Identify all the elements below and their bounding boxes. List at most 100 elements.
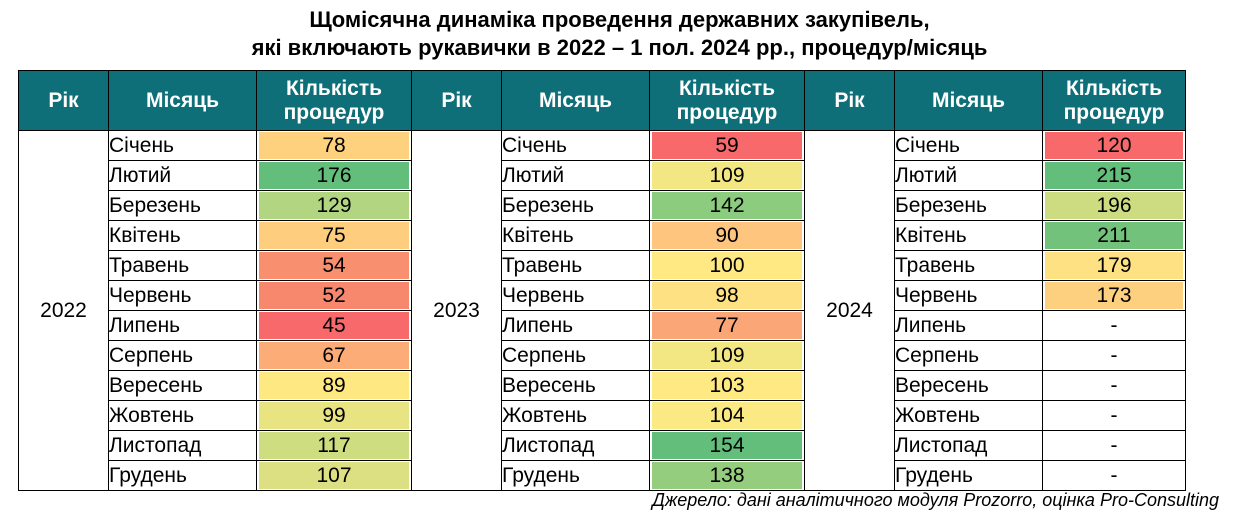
table-row: Вересень 89 Вересень 103 Вересень - xyxy=(19,370,1186,401)
count-cell: 99 xyxy=(256,400,412,431)
count-value: - xyxy=(1110,374,1118,397)
count-cell: - xyxy=(1042,460,1186,491)
count-cell: 77 xyxy=(649,310,805,341)
count-value: 211 xyxy=(1045,222,1183,249)
count-value: 196 xyxy=(1045,192,1183,219)
chart-title: Щомісячна динаміка проведення державних … xyxy=(0,6,1239,62)
table-row: Травень 54 Травень 100 Травень 179 xyxy=(19,250,1186,281)
month-cell: Січень xyxy=(501,130,650,161)
month-cell: Вересень xyxy=(501,370,650,401)
count-value: 52 xyxy=(259,282,409,309)
table-row: Квітень 75 Квітень 90 Квітень 211 xyxy=(19,220,1186,251)
month-cell: Грудень xyxy=(501,460,650,491)
count-value: 77 xyxy=(652,312,802,339)
count-value: 54 xyxy=(259,252,409,279)
count-value: 120 xyxy=(1045,132,1183,159)
count-value: 75 xyxy=(259,222,409,249)
count-value: 109 xyxy=(652,162,802,189)
table-row: Жовтень 99 Жовтень 104 Жовтень - xyxy=(19,400,1186,431)
count-cell: - xyxy=(1042,370,1186,401)
month-cell: Грудень xyxy=(108,460,257,491)
count-cell: 59 xyxy=(649,130,805,161)
month-cell: Червень xyxy=(894,280,1043,311)
count-value: - xyxy=(1110,404,1118,427)
month-cell: Серпень xyxy=(108,340,257,371)
table-row: Грудень 107 Грудень 138 Грудень - xyxy=(19,460,1186,491)
count-cell: 109 xyxy=(649,160,805,191)
table-row: 2022 Січень 78 2023 Січень 59 2024 Січень 120 xyxy=(18,130,1186,491)
month-cell: Квітень xyxy=(108,220,257,251)
month-cell: Лютий xyxy=(108,160,257,191)
count-value: 117 xyxy=(259,432,409,459)
count-value: 98 xyxy=(652,282,802,309)
month-cell: Грудень xyxy=(894,460,1043,491)
count-cell: 78 xyxy=(256,130,412,161)
month-cell: Вересень xyxy=(108,370,257,401)
count-value: 100 xyxy=(652,252,802,279)
count-value: 59 xyxy=(652,132,802,159)
count-value: 154 xyxy=(652,432,802,459)
count-value: 89 xyxy=(259,372,409,399)
table-row: Березень 129 Березень 142 Березень 196 xyxy=(19,190,1186,221)
count-value: - xyxy=(1110,344,1118,367)
month-cell: Жовтень xyxy=(894,400,1043,431)
month-cell: Лютий xyxy=(501,160,650,191)
month-cell: Липень xyxy=(894,310,1043,341)
header-count-2022: Кількість процедур xyxy=(256,70,412,131)
month-cell: Серпень xyxy=(894,340,1043,371)
count-value: 129 xyxy=(259,192,409,219)
table-body: 2022 Січень 78 2023 Січень 59 2024 Січень 120 Лют… xyxy=(18,130,1186,491)
month-cell: Травень xyxy=(501,250,650,281)
month-cell: Травень xyxy=(108,250,257,281)
count-value: - xyxy=(1110,464,1118,487)
source-note: Джерело: дані аналітичного модуля Prozor… xyxy=(652,490,1219,510)
table-row: Серпень 67 Серпень 109 Серпень - xyxy=(19,340,1186,371)
count-cell: - xyxy=(1042,340,1186,371)
count-value: - xyxy=(1110,434,1118,457)
title-line-2: які включають рукавички в 2022 – 1 пол. … xyxy=(251,35,988,60)
title-line-1: Щомісячна динаміка проведення державних … xyxy=(309,7,930,32)
year-cell: 2023 xyxy=(411,130,502,491)
count-cell: 129 xyxy=(256,190,412,221)
month-cell: Серпень xyxy=(501,340,650,371)
header-year-2022: Рік xyxy=(18,70,109,131)
count-cell: 107 xyxy=(256,460,412,491)
count-cell: 142 xyxy=(649,190,805,221)
count-value: 45 xyxy=(259,312,409,339)
month-cell: Жовтень xyxy=(501,400,650,431)
count-value: 109 xyxy=(652,342,802,369)
header-count-2023: Кількість процедур xyxy=(649,70,805,131)
count-cell: 89 xyxy=(256,370,412,401)
header-month-2022: Місяць xyxy=(108,70,257,131)
count-cell: 54 xyxy=(256,250,412,281)
count-value: 173 xyxy=(1045,282,1183,309)
header-year-2024: Рік xyxy=(804,70,895,131)
year-cell: 2022 xyxy=(18,130,109,491)
count-value: 138 xyxy=(652,462,802,489)
count-value: - xyxy=(1110,314,1118,337)
count-value: 107 xyxy=(259,462,409,489)
count-value: 104 xyxy=(652,402,802,429)
count-cell: 104 xyxy=(649,400,805,431)
count-cell: 138 xyxy=(649,460,805,491)
count-value: 215 xyxy=(1045,162,1183,189)
header-count-2024: Кількість процедур xyxy=(1042,70,1186,131)
month-cell: Липень xyxy=(108,310,257,341)
month-cell: Січень xyxy=(894,130,1043,161)
count-value: 142 xyxy=(652,192,802,219)
month-cell: Липень xyxy=(501,310,650,341)
table-row: Червень 52 Червень 98 Червень 173 xyxy=(19,280,1186,311)
month-cell: Лютий xyxy=(894,160,1043,191)
month-cell: Квітень xyxy=(894,220,1043,251)
count-cell: 211 xyxy=(1042,220,1186,251)
month-cell: Червень xyxy=(501,280,650,311)
header-year-2023: Рік xyxy=(411,70,502,131)
count-value: 176 xyxy=(259,162,409,189)
year-cell: 2024 xyxy=(804,130,895,491)
count-cell: - xyxy=(1042,310,1186,341)
count-cell: - xyxy=(1042,400,1186,431)
month-cell: Березень xyxy=(501,190,650,221)
table-row: Липень 45 Липень 77 Липень - xyxy=(19,310,1186,341)
count-cell: 109 xyxy=(649,340,805,371)
month-cell: Березень xyxy=(108,190,257,221)
